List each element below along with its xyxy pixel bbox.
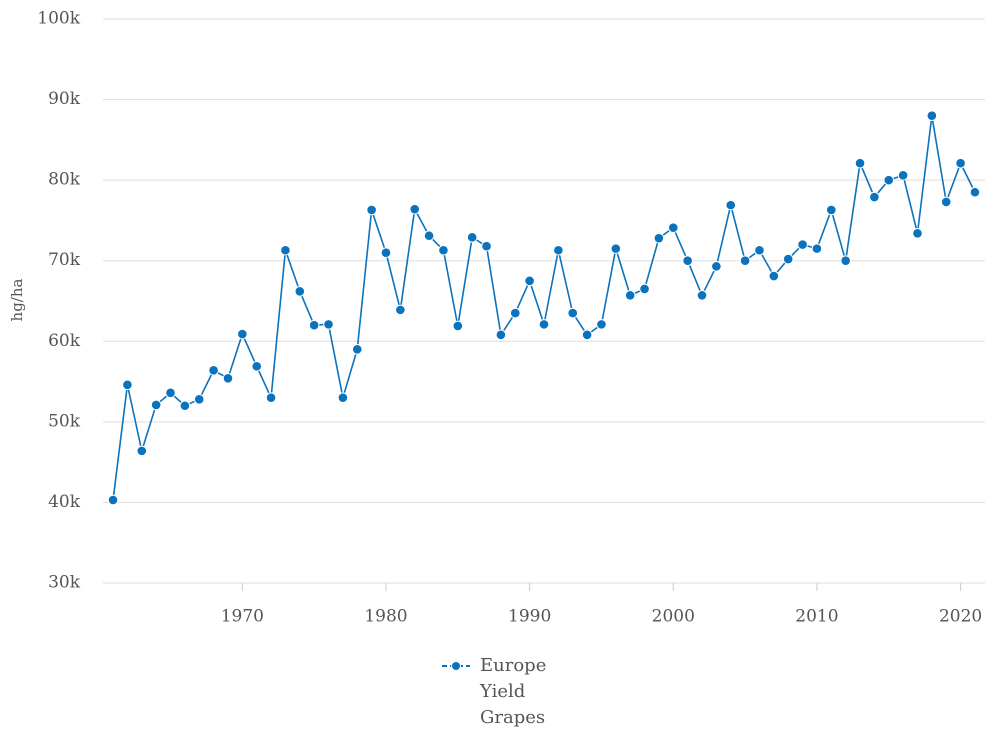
data-point xyxy=(423,230,435,242)
data-point xyxy=(409,203,421,215)
data-point xyxy=(265,392,277,403)
data-point xyxy=(222,373,234,384)
y-tick-label: 40k xyxy=(48,492,81,512)
data-point xyxy=(711,261,722,272)
data-point xyxy=(136,445,148,457)
legend: Europe Yield Grapes xyxy=(440,653,570,731)
data-point xyxy=(581,329,593,341)
legend-dot xyxy=(451,661,461,671)
x-tick-label: 1970 xyxy=(221,607,264,627)
data-point xyxy=(696,290,708,301)
data-point xyxy=(768,270,780,282)
data-point xyxy=(940,196,952,208)
data-point xyxy=(782,253,794,265)
data-point xyxy=(107,494,119,506)
chart: hg/ha 30k 40k 50k 60k 70k 80k 90k 100k 1970 1980 1… xyxy=(8,9,985,627)
x-tick-label: 2010 xyxy=(795,607,838,627)
data-point xyxy=(237,328,248,340)
data-point xyxy=(926,110,938,121)
legend-symbol xyxy=(442,661,470,671)
data-point xyxy=(193,393,205,405)
y-tick-label: 70k xyxy=(48,250,81,270)
data-point xyxy=(667,222,679,233)
y-tick-label: 100k xyxy=(37,9,80,29)
x-tick-label: 2000 xyxy=(652,607,695,627)
data-point xyxy=(280,244,291,256)
x-tick-label: 2020 xyxy=(939,607,982,627)
data-point xyxy=(466,232,478,243)
data-point xyxy=(840,255,851,267)
data-point xyxy=(955,157,966,169)
x-tick-label: 1990 xyxy=(508,607,551,627)
data-point xyxy=(854,157,866,169)
data-point xyxy=(337,392,349,403)
data-point xyxy=(438,244,449,256)
data-point xyxy=(624,290,636,301)
data-point xyxy=(308,319,320,331)
y-axis-label: hg/ha xyxy=(8,278,26,321)
y-tick-label: 60k xyxy=(48,331,81,351)
data-point xyxy=(452,320,464,332)
data-point xyxy=(395,304,406,316)
data-point xyxy=(208,364,219,376)
data-point xyxy=(639,283,650,295)
data-point xyxy=(366,204,377,216)
data-point xyxy=(481,240,492,252)
data-point xyxy=(524,275,535,287)
y-tick-label: 50k xyxy=(48,411,81,431)
data-point xyxy=(610,243,622,254)
data-point xyxy=(969,186,981,198)
series-line xyxy=(112,115,976,501)
data-point xyxy=(323,319,334,330)
data-point xyxy=(797,239,808,250)
data-point xyxy=(553,244,564,256)
data-point xyxy=(825,204,837,216)
data-point xyxy=(495,329,507,341)
data-point xyxy=(122,379,133,391)
y-tick-label: 90k xyxy=(48,89,81,109)
data-point xyxy=(739,255,751,267)
data-point xyxy=(165,387,176,399)
data-point xyxy=(351,344,363,355)
x-tick-label: 1980 xyxy=(364,607,407,627)
data-point xyxy=(150,399,162,411)
data-point xyxy=(883,174,895,186)
data-point xyxy=(653,232,665,244)
data-point xyxy=(869,191,880,203)
data-point xyxy=(567,307,579,319)
data-point xyxy=(682,255,693,267)
data-point xyxy=(294,286,306,297)
data-point xyxy=(251,360,263,372)
data-point xyxy=(179,400,191,412)
data-point xyxy=(509,307,521,319)
y-tick-label: 80k xyxy=(48,170,81,190)
data-point xyxy=(897,170,909,181)
y-tick-label: 30k xyxy=(48,573,81,593)
data-point xyxy=(380,247,392,258)
data-point xyxy=(811,243,823,254)
data-point xyxy=(754,244,765,256)
data-point xyxy=(725,199,737,211)
data-point xyxy=(538,319,550,330)
legend-label: Europe Yield Grapes xyxy=(480,655,547,728)
data-point xyxy=(596,319,607,330)
data-point xyxy=(912,228,923,239)
